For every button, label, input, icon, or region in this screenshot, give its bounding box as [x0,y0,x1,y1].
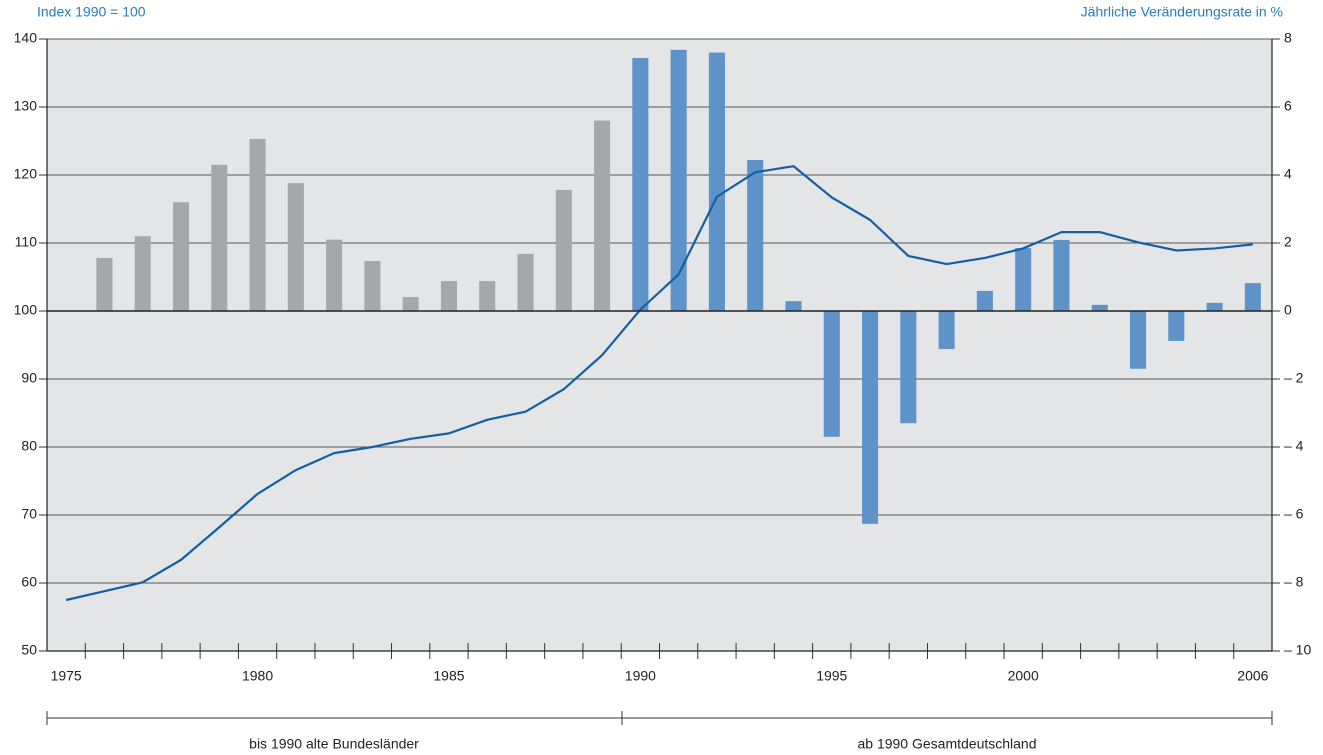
y2-tick-label: – 8 [1284,574,1304,590]
period-bracket [46,711,1273,725]
bar [938,311,955,350]
x-tick-label: 1975 [51,668,82,684]
y2-tick-label: 4 [1284,166,1292,182]
y2-tick-label: – 6 [1284,506,1304,522]
bar [632,58,649,311]
bar [670,49,687,311]
y2-tick-label: 6 [1284,98,1292,114]
y2-tick-label: – 2 [1284,370,1304,386]
y2-tick-label: – 10 [1284,642,1311,658]
bar [1206,302,1223,311]
y-tick-label: 110 [15,234,38,250]
y-tick-label: 60 [21,574,37,590]
bar [1244,283,1261,311]
bar [364,261,381,311]
annotation: ab 1990 Gesamtdeutschland [857,736,1036,752]
y2-tick-label: 8 [1284,30,1292,46]
x-tick-label: 2006 [1237,668,1268,684]
y-tick-label: 80 [21,438,37,454]
y-axis-label: Index 1990 = 100 [37,4,146,20]
bar [517,253,534,311]
y2-axis-label: Jährliche Veränderungsrate in % [1081,4,1283,20]
x-tick-label: 1985 [433,668,464,684]
bar [1168,311,1185,341]
y-tick-label: 90 [21,370,37,386]
x-tick-label: 1980 [242,668,273,684]
y2-tick-label: – 4 [1284,438,1304,454]
bar [172,202,190,311]
bar [1091,304,1108,311]
y-tick-label: 140 [14,30,38,46]
bar [134,236,151,311]
plot-background [47,39,1272,651]
bar [1015,248,1032,311]
bar [479,281,496,311]
bar [555,189,572,311]
x-tick-label: 1990 [625,668,656,684]
x-tick-label: 2000 [1008,668,1039,684]
bar [249,138,266,311]
bar [708,52,725,311]
bar [823,311,840,437]
y2-tick-label: 2 [1284,234,1292,250]
bar [594,120,611,311]
bar [747,160,764,311]
y-tick-label: 50 [21,642,37,658]
annotation: bis 1990 alte Bundesländer [249,736,419,752]
bar [862,311,879,524]
y2-tick-label: 0 [1284,302,1292,318]
bar [1129,311,1147,369]
line [65,165,1253,602]
bar [1053,239,1070,311]
y-tick-label: 70 [21,506,37,522]
bar [326,239,343,311]
bar [211,164,228,311]
y-tick-label: 100 [14,302,38,318]
x-tick-label: 1995 [816,668,847,684]
bar [96,257,113,311]
bar [900,311,917,424]
bar [785,301,802,311]
y-tick-label: 130 [14,98,38,114]
y-tick-label: 120 [14,166,38,182]
bar [287,183,304,311]
bar [440,281,457,311]
bar [976,290,993,311]
bar [402,297,419,311]
